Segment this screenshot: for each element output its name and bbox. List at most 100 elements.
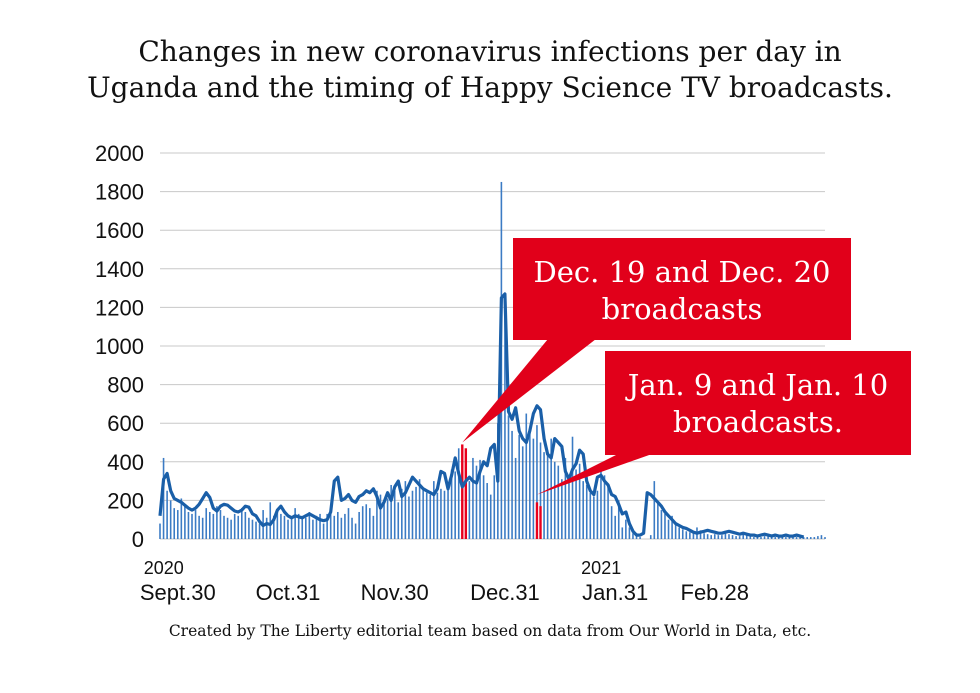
daily-bar [792, 537, 794, 539]
series-line-7-day-average [158, 292, 805, 539]
daily-bar [354, 523, 357, 539]
daily-bar [610, 506, 613, 539]
daily-bar [507, 415, 510, 539]
daily-bar [689, 532, 691, 539]
daily-bar [546, 450, 549, 539]
daily-bar [699, 530, 702, 539]
daily-bar [817, 536, 819, 539]
daily-bar [361, 506, 364, 539]
daily-bar [329, 510, 332, 539]
daily-bar [745, 535, 748, 539]
daily-bar [450, 469, 453, 539]
daily-bar [781, 537, 784, 539]
daily-bar [564, 457, 567, 539]
callout-box [513, 238, 851, 340]
daily-bar [532, 438, 535, 539]
daily-bar [632, 533, 634, 539]
x-tick-label: Jan.31 [582, 580, 648, 605]
daily-bar [763, 536, 766, 539]
callout-line-2: broadcasts [602, 292, 763, 326]
daily-bar [543, 452, 545, 539]
daily-bar [383, 500, 385, 539]
daily-bar [333, 515, 336, 539]
daily-bar [713, 534, 716, 539]
daily-bar [180, 498, 183, 539]
daily-bar [290, 517, 293, 539]
y-tick-label: 800 [107, 373, 144, 398]
highlight-bars [461, 444, 542, 539]
daily-bar [219, 510, 222, 539]
daily-bar [589, 492, 592, 539]
daily-bar [411, 490, 414, 539]
daily-bar [518, 434, 520, 539]
daily-bar [514, 457, 517, 539]
daily-bar [529, 430, 531, 539]
y-tick-label: 1400 [95, 257, 144, 282]
daily-bar [760, 537, 762, 539]
daily-bar [376, 490, 378, 539]
daily-bar [294, 508, 296, 539]
daily-bar [436, 492, 439, 539]
daily-bar [667, 519, 670, 539]
daily-bar [308, 511, 311, 539]
y-tick-label: 0 [132, 527, 144, 552]
daily-bar [365, 504, 368, 539]
daily-bar [408, 496, 410, 539]
daily-bar [248, 517, 250, 539]
y-tick-label: 1000 [95, 334, 144, 359]
daily-bar [265, 517, 268, 539]
daily-bar [433, 481, 435, 539]
daily-bar [475, 465, 478, 539]
daily-bar [806, 537, 809, 539]
daily-bar [273, 515, 275, 539]
daily-bar [749, 536, 752, 539]
daily-bar [415, 486, 417, 539]
daily-bar [600, 469, 602, 539]
daily-bar [194, 510, 197, 539]
daily-bar [166, 490, 168, 539]
daily-bar [628, 527, 631, 539]
grid-lines [160, 152, 825, 540]
daily-bar [731, 535, 734, 539]
y-tick-label: 1200 [95, 295, 144, 320]
daily-bar [301, 515, 304, 539]
daily-bar [422, 488, 424, 539]
daily-bar [653, 481, 656, 539]
daily-bar [753, 537, 755, 539]
daily-bar [664, 513, 666, 539]
daily-bar [212, 513, 215, 539]
daily-bar [557, 465, 560, 539]
daily-bar [198, 515, 200, 539]
daily-bar [774, 537, 777, 539]
callout-line-1: Dec. 19 and Dec. 20 [534, 255, 831, 289]
daily-bar [457, 448, 460, 539]
daily-bar [621, 527, 624, 539]
daily-bar [280, 513, 282, 539]
daily-bar [625, 519, 627, 539]
daily-bar [479, 459, 481, 539]
callout-box [605, 351, 911, 455]
chart-title-line-2: Uganda and the timing of Happy Science T… [87, 71, 893, 104]
daily-bar [223, 515, 225, 539]
daily-bar [674, 523, 677, 539]
daily-bar [169, 500, 172, 539]
y-tick-label: 600 [107, 411, 144, 436]
callout-line-1: Jan. 9 and Jan. 10 [625, 368, 888, 402]
average-line [158, 292, 805, 539]
callout-pointer [536, 454, 652, 495]
daily-bar [692, 533, 695, 539]
daily-bar [728, 534, 730, 539]
daily-bar [233, 513, 236, 539]
daily-bar [785, 537, 787, 539]
daily-bar [802, 537, 805, 539]
source-caption: Created by The Liberty editorial team ba… [168, 622, 812, 640]
daily-bar [162, 457, 165, 539]
chart-title-line-1: Changes in new coronavirus infections pe… [138, 35, 842, 68]
daily-bar [607, 484, 609, 539]
daily-bar [706, 534, 709, 539]
daily-bar [418, 479, 421, 539]
daily-bar [721, 535, 723, 539]
daily-bar [582, 481, 584, 539]
daily-bar [226, 517, 229, 539]
